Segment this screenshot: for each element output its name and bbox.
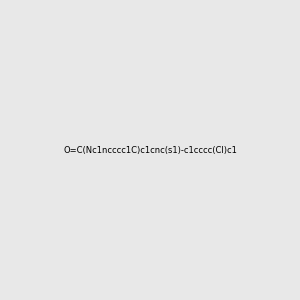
Text: O=C(Nc1ncccc1C)c1cnc(s1)-c1cccc(Cl)c1: O=C(Nc1ncccc1C)c1cnc(s1)-c1cccc(Cl)c1 [63,146,237,154]
